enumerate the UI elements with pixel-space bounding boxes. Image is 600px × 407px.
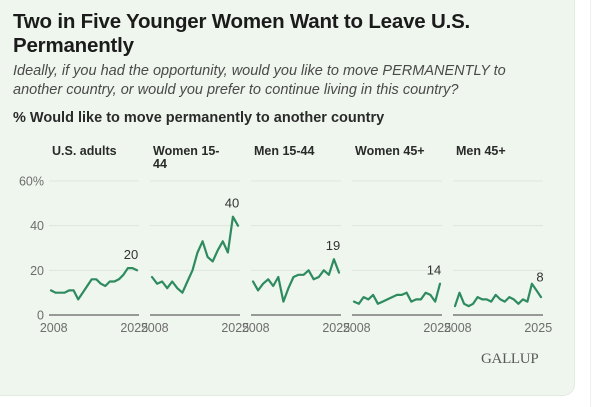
end-value-label: 20: [124, 247, 138, 262]
series-line-men-45-: [453, 282, 543, 308]
series-line-u-s-adults: [49, 267, 139, 301]
chart-subtitle: Ideally, if you had the opportunity, wou…: [13, 63, 506, 98]
x-tick-label: 2025: [423, 321, 451, 335]
gallup-logo: GALLUP: [481, 351, 539, 367]
panel-title: Men 45+: [456, 144, 506, 158]
measure-label: % Would like to move permanently to anot…: [13, 110, 385, 126]
series-line-men-15-44: [251, 258, 341, 303]
panel-title: Women 45+: [355, 144, 425, 158]
y-tick-label: 60%: [19, 175, 44, 189]
series-line-women-45-: [352, 282, 442, 305]
panel-title: U.S. adults: [52, 144, 117, 158]
x-tick-label: 2008: [141, 321, 169, 335]
x-tick-label: 2025: [322, 321, 350, 335]
x-tick-label: 2008: [343, 321, 371, 335]
x-tick-label: 2008: [444, 321, 472, 335]
y-tick-label: 20: [30, 264, 44, 278]
end-value-label: 19: [326, 238, 340, 253]
panel-title: Men 15-44: [254, 144, 314, 158]
page-divider: [590, 0, 591, 407]
x-tick-label: 2008: [242, 321, 270, 335]
y-tick-label: 0: [37, 309, 44, 323]
x-tick-label: 2025: [221, 321, 249, 335]
x-tick-label: 2025: [120, 321, 148, 335]
end-value-label: 40: [225, 196, 239, 211]
x-tick-label: 2025: [524, 321, 552, 335]
end-value-label: 8: [536, 270, 543, 285]
series-line-women-15-44: [150, 215, 240, 294]
chart-title: Two in Five Younger Women Want to Leave …: [13, 10, 471, 57]
y-tick-label: 40: [30, 219, 44, 233]
chart-card: [0, 0, 575, 396]
x-tick-label: 2008: [40, 321, 68, 335]
end-value-label: 14: [427, 263, 441, 278]
panel-title: Women 15-44: [153, 144, 219, 171]
